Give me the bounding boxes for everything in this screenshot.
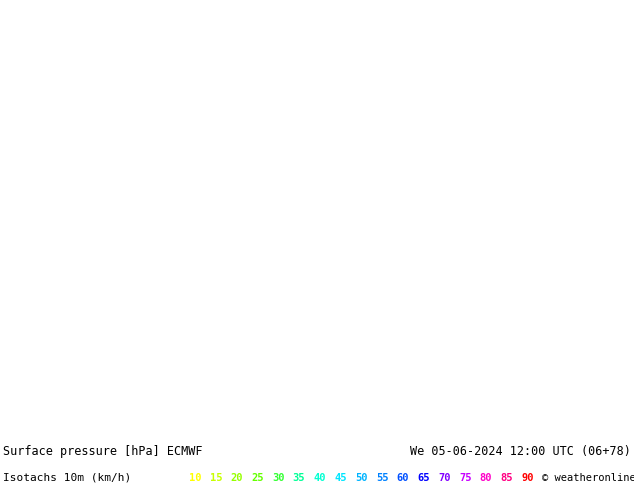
Text: © weatheronline.co.uk: © weatheronline.co.uk (542, 472, 634, 483)
Text: 10: 10 (189, 472, 202, 483)
Text: Isotachs 10m (km/h): Isotachs 10m (km/h) (3, 472, 131, 483)
Text: 55: 55 (376, 472, 389, 483)
Text: We 05-06-2024 12:00 UTC (06+78): We 05-06-2024 12:00 UTC (06+78) (410, 444, 631, 458)
Text: 65: 65 (417, 472, 430, 483)
Text: 50: 50 (355, 472, 368, 483)
Text: Surface pressure [hPa] ECMWF: Surface pressure [hPa] ECMWF (3, 444, 203, 458)
Text: 20: 20 (231, 472, 243, 483)
Text: 70: 70 (438, 472, 451, 483)
Text: 85: 85 (500, 472, 513, 483)
Text: 80: 80 (480, 472, 492, 483)
Text: 15: 15 (210, 472, 222, 483)
Text: 35: 35 (293, 472, 306, 483)
Text: 90: 90 (521, 472, 534, 483)
Text: 30: 30 (272, 472, 285, 483)
Text: 25: 25 (251, 472, 264, 483)
Text: 45: 45 (334, 472, 347, 483)
Text: 40: 40 (314, 472, 326, 483)
Text: 75: 75 (459, 472, 472, 483)
Text: 60: 60 (397, 472, 409, 483)
